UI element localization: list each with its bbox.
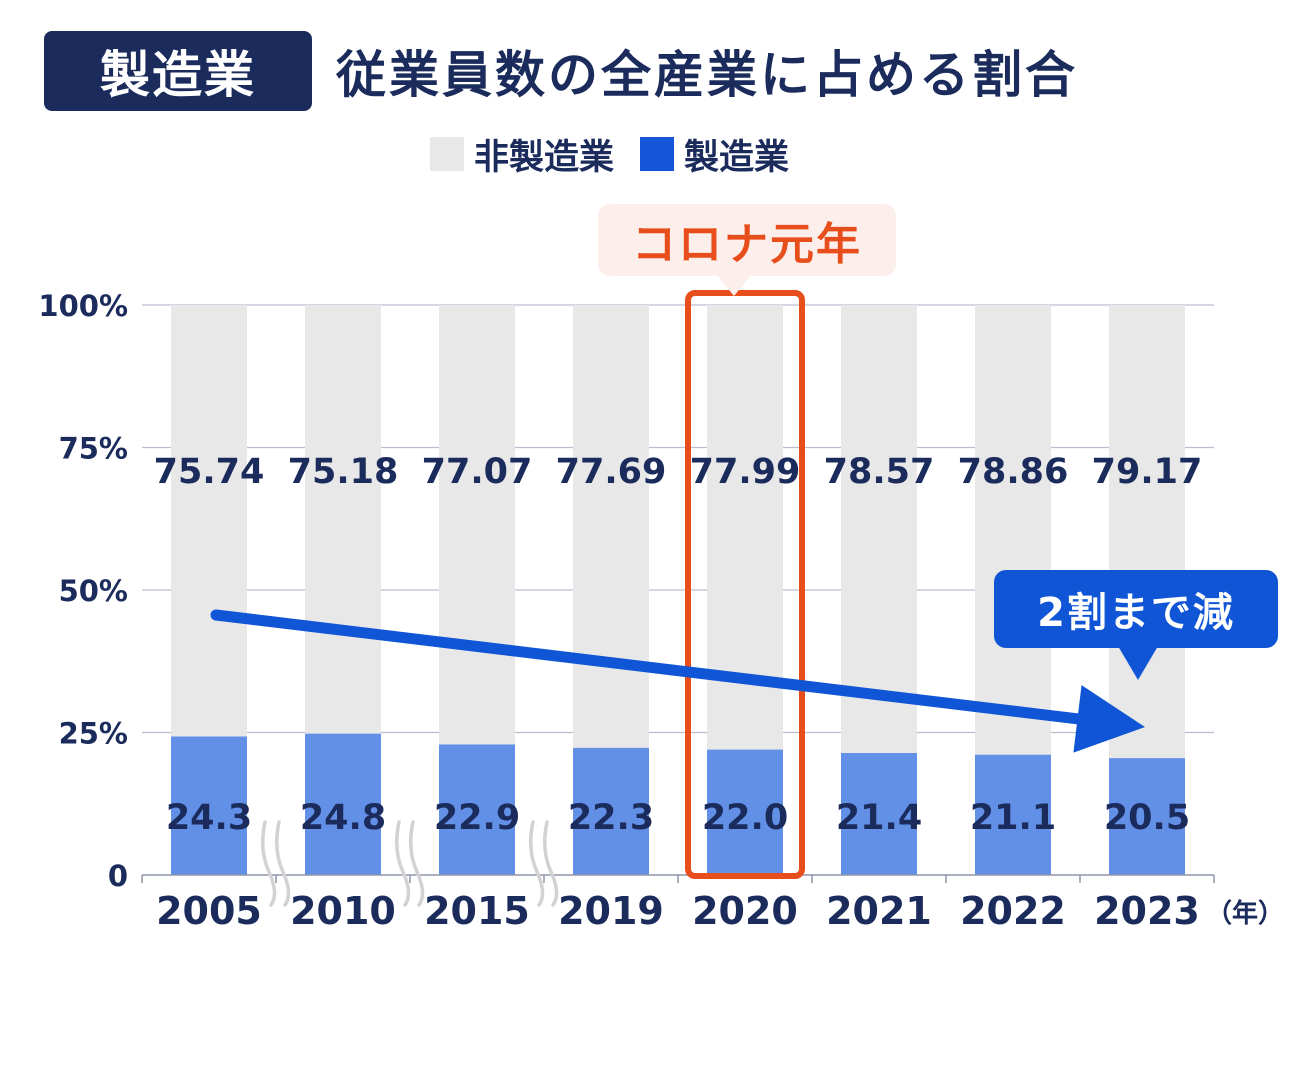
data-label-non-manufacturing: 78.86 [958, 452, 1069, 492]
data-label-non-manufacturing: 78.57 [824, 452, 935, 492]
data-label-non-manufacturing: 77.07 [422, 452, 533, 492]
data-label-manufacturing: 22.9 [434, 798, 520, 838]
legend-item-manufacturing: 製造業 [640, 129, 789, 180]
y-tick-label: 50% [59, 574, 128, 608]
trend-arrow-shaft [210, 609, 1087, 725]
x-tick-label: 2010 [290, 889, 396, 933]
data-label-manufacturing: 24.3 [166, 798, 252, 838]
axis-break-mark [275, 820, 291, 907]
axis-break-mark [261, 820, 277, 907]
axis-break-mark [409, 820, 425, 907]
industry-tag: 製造業 [44, 31, 312, 111]
bar-manufacturing [1109, 758, 1185, 875]
y-tick-label: 0 [108, 859, 128, 893]
decrease-callout: 2割まで減 [994, 570, 1278, 648]
data-label-manufacturing: 22.0 [702, 798, 788, 838]
data-label-non-manufacturing: 77.99 [690, 452, 801, 492]
x-axis-unit-label: （年） [1206, 899, 1285, 929]
x-tick-label: 2021 [826, 889, 932, 933]
x-tick-label: 2022 [960, 889, 1066, 933]
x-tick-label: 2020 [692, 889, 798, 933]
covid-callout-pointer [716, 274, 752, 296]
legend-swatch-non-manufacturing [430, 137, 464, 171]
x-tick-label: 2015 [424, 889, 530, 933]
data-label-manufacturing: 20.5 [1104, 798, 1190, 838]
bar-manufacturing [573, 747, 649, 875]
data-label-non-manufacturing: 77.69 [556, 452, 667, 492]
data-label-manufacturing: 21.1 [970, 798, 1056, 838]
bar-manufacturing [305, 733, 381, 875]
axis-break-mark [543, 820, 559, 907]
trend-arrow-head [1073, 685, 1145, 753]
y-tick-label: 100% [38, 289, 128, 323]
data-label-manufacturing: 24.8 [300, 798, 386, 838]
data-label-manufacturing: 21.4 [836, 798, 922, 838]
y-tick-label: 25% [59, 717, 128, 751]
data-label-non-manufacturing: 75.18 [288, 452, 399, 492]
legend-item-non-manufacturing: 非製造業 [430, 129, 614, 180]
legend: 非製造業 製造業 [430, 132, 815, 178]
x-tick-label: 2019 [558, 889, 664, 933]
bar-manufacturing [841, 753, 917, 875]
legend-label-manufacturing: 製造業 [684, 137, 790, 178]
bar-manufacturing [975, 754, 1051, 875]
covid-first-year-callout: コロナ元年 [598, 204, 896, 276]
data-label-non-manufacturing: 75.74 [154, 452, 265, 492]
y-tick-label: 75% [59, 432, 128, 466]
bar-manufacturing [439, 744, 515, 875]
data-label-non-manufacturing: 79.17 [1092, 452, 1203, 492]
axis-break-mark [529, 820, 545, 907]
legend-swatch-manufacturing [640, 137, 675, 171]
legend-label-non-manufacturing: 非製造業 [474, 137, 615, 178]
data-label-manufacturing: 22.3 [568, 798, 654, 838]
chart-title: 従業員数の全産業に占める割合 [336, 46, 1078, 104]
axis-break-mark [395, 820, 411, 907]
x-tick-label: 2005 [156, 889, 262, 933]
bar-manufacturing [707, 749, 783, 875]
bar-manufacturing [171, 736, 247, 875]
decrease-callout-pointer [1118, 646, 1158, 680]
x-tick-label: 2023 [1094, 889, 1200, 933]
